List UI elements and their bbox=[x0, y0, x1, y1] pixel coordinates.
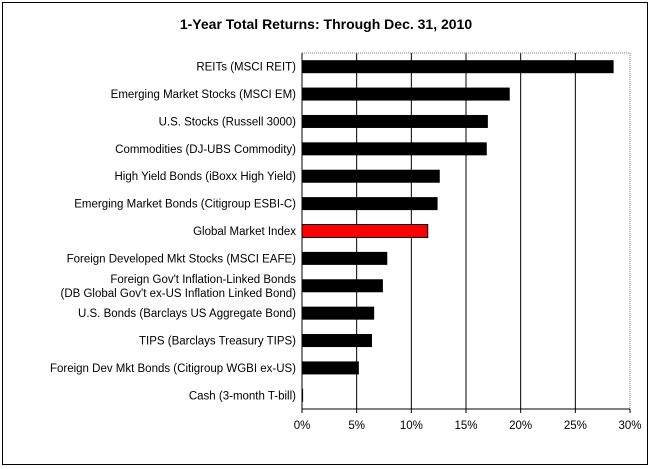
bar bbox=[302, 142, 487, 156]
bar bbox=[302, 251, 388, 265]
category-label: Commodities (DJ-UBS Commodity) bbox=[115, 144, 296, 156]
grid-lines bbox=[356, 53, 576, 409]
bar bbox=[302, 279, 383, 293]
tick-label: 20% bbox=[509, 420, 532, 432]
category-label: Foreign Dev Mkt Bonds (Citigroup WGBI ex… bbox=[50, 363, 296, 375]
chart-title: 1-Year Total Returns: Through Dec. 31, 2… bbox=[180, 16, 472, 32]
bar-highlight bbox=[301, 224, 429, 238]
bar bbox=[302, 334, 372, 348]
category-label: Foreign Gov't Inflation-Linked Bonds bbox=[110, 274, 296, 286]
bar bbox=[302, 169, 440, 183]
category-label: U.S. Stocks (Russell 3000) bbox=[159, 116, 297, 128]
tick-label: 5% bbox=[348, 420, 365, 432]
category-label: (DB Global Gov't ex-US Inflation Linked … bbox=[60, 288, 296, 300]
tick-label: 15% bbox=[454, 420, 477, 432]
category-label: U.S. Bonds (Barclays US Aggregate Bond) bbox=[78, 308, 296, 320]
tick-label: 0% bbox=[294, 420, 311, 432]
bar bbox=[302, 197, 438, 211]
x-axis-ticks: 0% 5% 10% 15% 20% 25% 30% bbox=[294, 409, 642, 432]
category-labels: REITs (MSCI REIT) Emerging Market Stocks … bbox=[50, 62, 296, 403]
bar bbox=[302, 87, 510, 101]
category-label: Cash (3-month T-bill) bbox=[189, 390, 296, 402]
bar bbox=[302, 114, 488, 128]
category-label: Global Market Index bbox=[193, 226, 296, 238]
category-label: Emerging Market Bonds (Citigroup ESBI-C) bbox=[74, 199, 296, 211]
category-label: Foreign Developed Mkt Stocks (MSCI EAFE) bbox=[67, 253, 297, 265]
category-label: Emerging Market Stocks (MSCI EM) bbox=[111, 89, 296, 101]
bar-chart: 1-Year Total Returns: Through Dec. 31, 2… bbox=[50, 16, 642, 432]
bar bbox=[302, 361, 359, 375]
tick-label: 10% bbox=[400, 420, 423, 432]
bars bbox=[301, 60, 614, 402]
category-label: REITs (MSCI REIT) bbox=[196, 62, 296, 74]
bar bbox=[302, 306, 375, 320]
chart-frame: 1-Year Total Returns: Through Dec. 31, 2… bbox=[2, 2, 648, 465]
tick-label: 25% bbox=[564, 420, 587, 432]
tick-label: 30% bbox=[618, 420, 641, 432]
category-label: TIPS (Barclays Treasury TIPS) bbox=[139, 336, 296, 348]
category-label: High Yield Bonds (iBoxx High Yield) bbox=[114, 171, 296, 183]
bar bbox=[302, 388, 304, 402]
bar bbox=[302, 60, 614, 74]
